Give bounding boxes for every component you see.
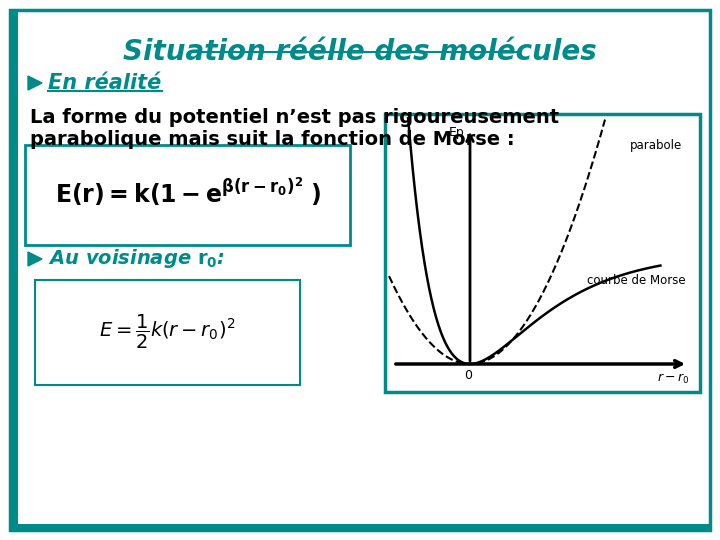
Text: Situation réélle des molécules: Situation réélle des molécules [123,38,597,66]
Text: En réalité: En réalité [48,73,161,93]
Text: Au voisinage $\mathbf{r_0}$:: Au voisinage $\mathbf{r_0}$: [48,247,225,271]
Bar [385,114,700,392]
Text: courbe de Morse: courbe de Morse [588,274,686,287]
Bar [10,10,18,530]
Text: $E = \dfrac{1}{2}k(r - r_0)^2$: $E = \dfrac{1}{2}k(r - r_0)^2$ [99,313,235,351]
Text: $\mathbf{E(r) = k(1 - e^{\beta(r-r_0)^{2}}\ )}$: $\mathbf{E(r) = k(1 - e^{\beta(r-r_0)^{2… [55,176,321,208]
Bar [10,524,710,530]
Text: parabole: parabole [630,139,682,152]
Polygon shape [28,252,42,266]
Text: La forme du potentiel n’est pas rigoureusement: La forme du potentiel n’est pas rigoureu… [30,108,559,127]
Text: Ep: Ep [449,126,464,139]
Text: parabolique mais suit la fonction de Morse :: parabolique mais suit la fonction de Mor… [30,130,515,149]
Text: 0: 0 [464,369,472,382]
Bar [25,145,350,245]
Polygon shape [28,76,42,90]
Bar [35,280,300,385]
Text: $r-r_0$: $r-r_0$ [657,372,690,386]
